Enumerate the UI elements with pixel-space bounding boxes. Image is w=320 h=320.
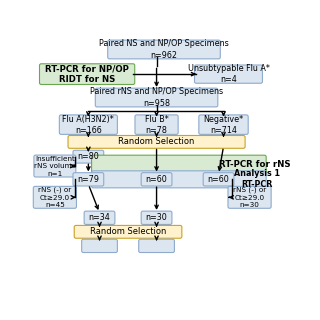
- FancyBboxPatch shape: [228, 186, 271, 208]
- FancyBboxPatch shape: [141, 211, 172, 224]
- Text: n=60: n=60: [146, 175, 167, 184]
- Text: n=34: n=34: [89, 213, 110, 222]
- FancyBboxPatch shape: [92, 155, 266, 174]
- FancyBboxPatch shape: [34, 155, 76, 177]
- Text: Random Selection: Random Selection: [118, 137, 195, 146]
- FancyBboxPatch shape: [92, 171, 266, 188]
- FancyBboxPatch shape: [95, 88, 218, 107]
- Text: Negative*
n=714: Negative* n=714: [204, 115, 244, 135]
- FancyBboxPatch shape: [73, 173, 104, 186]
- Text: Random Selection: Random Selection: [90, 227, 166, 236]
- Text: n=30: n=30: [146, 213, 167, 222]
- Text: rNS (-) or
Ct≥29.0
n=45: rNS (-) or Ct≥29.0 n=45: [38, 187, 71, 208]
- Text: rNS (-) or
Ct≥29.0
n=30: rNS (-) or Ct≥29.0 n=30: [233, 187, 266, 208]
- Text: Paired rNS and NP/OP Specimens
n=958: Paired rNS and NP/OP Specimens n=958: [90, 87, 223, 108]
- FancyBboxPatch shape: [84, 211, 115, 224]
- FancyBboxPatch shape: [74, 225, 182, 238]
- FancyBboxPatch shape: [39, 64, 135, 84]
- FancyBboxPatch shape: [203, 173, 234, 186]
- FancyBboxPatch shape: [33, 186, 76, 208]
- FancyBboxPatch shape: [195, 65, 262, 83]
- FancyBboxPatch shape: [59, 115, 117, 134]
- FancyBboxPatch shape: [199, 115, 248, 134]
- Text: Flu B*
n=78: Flu B* n=78: [145, 115, 168, 135]
- FancyBboxPatch shape: [82, 239, 117, 252]
- FancyBboxPatch shape: [139, 239, 174, 252]
- FancyBboxPatch shape: [135, 115, 178, 134]
- Text: Analysis 1
RT-PCR: Analysis 1 RT-PCR: [234, 169, 280, 189]
- Text: Insufficient
rNS volume
n=1: Insufficient rNS volume n=1: [34, 156, 76, 177]
- FancyBboxPatch shape: [108, 40, 220, 59]
- FancyBboxPatch shape: [68, 135, 245, 148]
- Text: Unsubtypable Flu A*
n=4: Unsubtypable Flu A* n=4: [188, 64, 269, 84]
- Text: RT-PCR for NP/OP
RIDT for NS: RT-PCR for NP/OP RIDT for NS: [45, 64, 129, 84]
- Text: RT-PCR for rNS: RT-PCR for rNS: [219, 160, 290, 169]
- Text: n=80: n=80: [77, 152, 99, 161]
- Text: n=60: n=60: [208, 175, 229, 184]
- Text: n=79: n=79: [77, 175, 99, 184]
- Text: Paired NS and NP/OP Specimens
n=962: Paired NS and NP/OP Specimens n=962: [99, 39, 229, 60]
- Text: Flu A(H3N2)*
n=166: Flu A(H3N2)* n=166: [62, 115, 114, 135]
- FancyBboxPatch shape: [141, 173, 172, 186]
- FancyBboxPatch shape: [73, 150, 104, 163]
